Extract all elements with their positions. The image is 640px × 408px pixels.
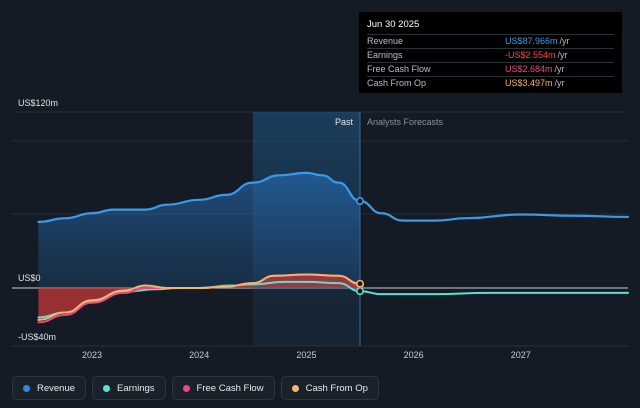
tooltip-value: US$87.966m (505, 36, 558, 46)
x-tick-label: 2027 (511, 350, 531, 360)
legend-item-revenue[interactable]: Revenue (12, 376, 87, 400)
legend: Revenue Earnings Free Cash Flow Cash Fro… (12, 376, 379, 400)
tooltip-label: Earnings (367, 50, 403, 60)
tooltip-row-revenue: Revenue US$87.966m /yr (367, 34, 614, 48)
tooltip-unit: /yr (554, 64, 565, 74)
y-tick-label: US$120m (18, 98, 58, 108)
legend-item-free-cash-flow[interactable]: Free Cash Flow (171, 376, 275, 400)
legend-label: Free Cash Flow (196, 382, 264, 394)
legend-label: Earnings (117, 382, 155, 394)
tooltip-value: -US$2.554m (505, 50, 556, 60)
series-line-earnings (37, 280, 629, 319)
y-tick-label: -US$40m (18, 332, 56, 342)
tooltip-row-free-cash-flow: Free Cash Flow US$2.684m /yr (367, 62, 614, 76)
series-marker-revenue (355, 197, 364, 206)
tooltip-date: Jun 30 2025 (367, 19, 420, 30)
x-tick-label: 2025 (296, 350, 316, 360)
revenue-area (38, 172, 361, 288)
legend-dot-icon (291, 384, 299, 392)
tooltip-row-earnings: Earnings -US$2.554m /yr (367, 48, 614, 62)
x-tick-label: 2023 (82, 350, 102, 360)
past-label: Past (335, 117, 354, 127)
series-marker-earnings (355, 287, 364, 296)
legend-dot-icon (23, 384, 30, 392)
tooltip-value: US$2.684m (505, 64, 553, 74)
tooltip: Jun 30 2025 Revenue US$87.966m /yr Earni… (359, 12, 622, 93)
series-line-revenue (37, 171, 630, 223)
tooltip-label: Free Cash Flow (367, 64, 431, 74)
legend-label: Revenue (37, 382, 76, 394)
legend-dot-icon (182, 384, 190, 392)
y-tick-label: US$0 (18, 273, 41, 283)
tooltip-unit: /yr (559, 36, 570, 46)
tooltip-row-cash-from-op: Cash From Op US$3.497m /yr (367, 76, 614, 90)
series-line-cash-from-op (37, 273, 361, 321)
legend-label: Cash From Op (305, 382, 368, 394)
x-tick-label: 2026 (404, 350, 424, 360)
tooltip-value: US$3.497m (505, 78, 553, 88)
tooltip-unit: /yr (554, 78, 565, 88)
cashflow-negative-area (38, 274, 361, 320)
legend-item-cash-from-op[interactable]: Cash From Op (280, 376, 379, 400)
x-tick-label: 2024 (189, 350, 209, 360)
tooltip-unit: /yr (557, 50, 568, 60)
tooltip-label: Revenue (367, 36, 404, 46)
legend-item-earnings[interactable]: Earnings (92, 376, 166, 400)
legend-dot-icon (103, 384, 111, 392)
series-marker-cash-from-op (355, 279, 364, 288)
tooltip-label: Cash From Op (367, 78, 427, 88)
forecast-label: Analysts Forecasts (367, 117, 444, 127)
